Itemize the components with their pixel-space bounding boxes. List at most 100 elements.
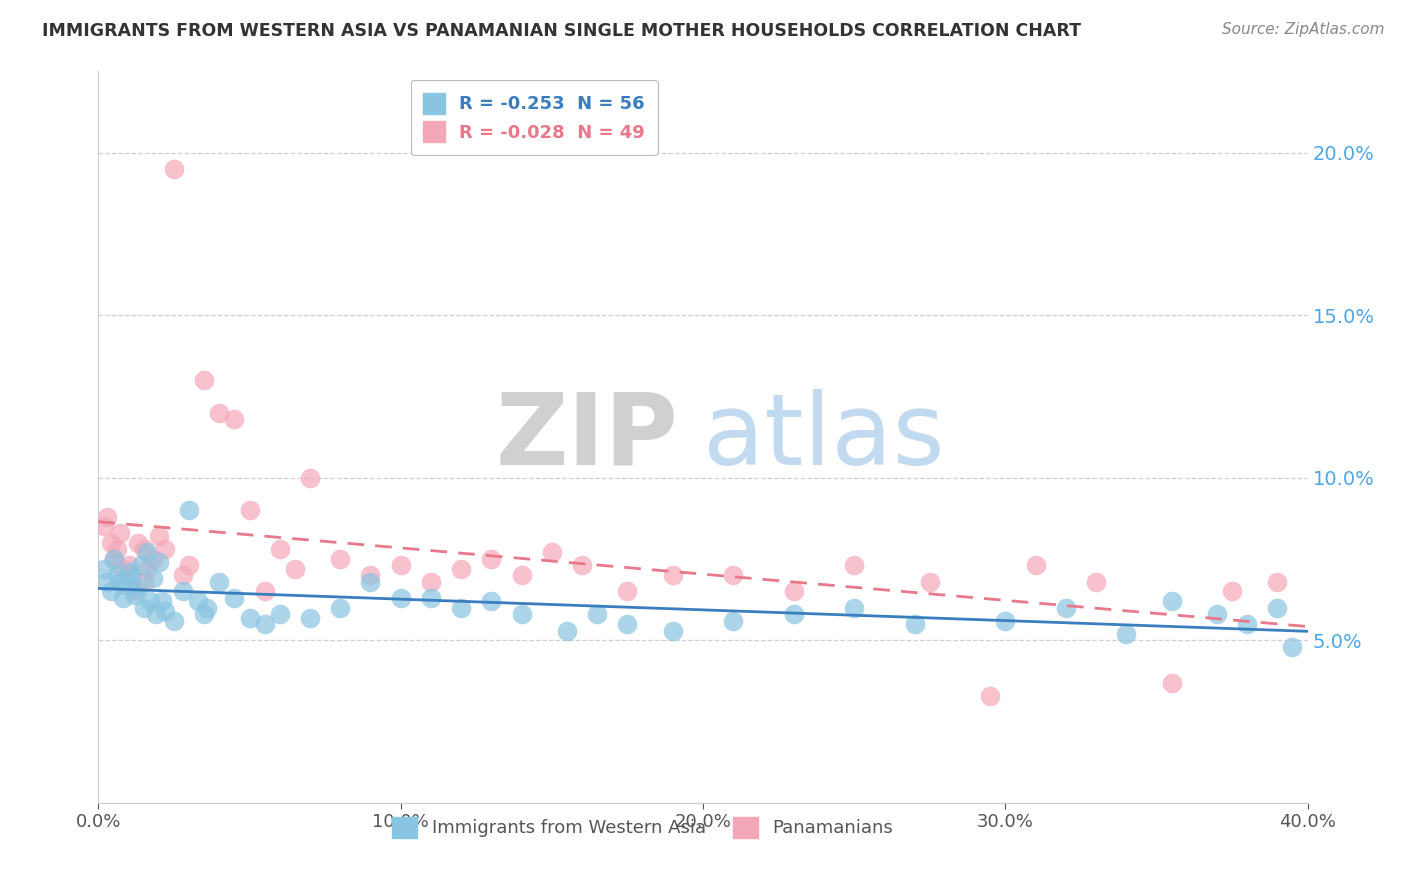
Point xyxy=(148,529,170,543)
Text: Source: ZipAtlas.com: Source: ZipAtlas.com xyxy=(1222,22,1385,37)
Point xyxy=(389,591,412,605)
Point xyxy=(1206,607,1229,622)
Point xyxy=(510,607,533,622)
Point xyxy=(481,594,503,608)
Point xyxy=(510,568,533,582)
Point xyxy=(193,607,215,622)
Point xyxy=(172,584,194,599)
Point xyxy=(100,584,122,599)
Point xyxy=(1024,558,1046,573)
Point xyxy=(118,558,141,573)
Point xyxy=(420,574,443,589)
Point xyxy=(108,526,131,541)
Point xyxy=(586,607,609,622)
Point xyxy=(121,572,143,586)
Point xyxy=(135,545,157,559)
Point xyxy=(1236,617,1258,632)
Point xyxy=(450,600,472,615)
Point xyxy=(269,607,291,622)
Point xyxy=(114,568,136,582)
Point xyxy=(132,542,155,557)
Point xyxy=(127,581,149,595)
Point xyxy=(208,406,231,420)
Point xyxy=(132,574,155,589)
Point xyxy=(918,574,941,589)
Point xyxy=(195,600,218,615)
Point xyxy=(360,568,382,582)
Point xyxy=(163,161,186,176)
Point xyxy=(1220,584,1243,599)
Point xyxy=(142,552,165,566)
Point xyxy=(96,574,118,589)
Point xyxy=(481,552,503,566)
Point xyxy=(145,607,167,622)
Point xyxy=(93,562,115,576)
Point xyxy=(103,552,125,566)
Point xyxy=(661,568,683,582)
Point xyxy=(135,562,157,576)
Point xyxy=(93,519,115,533)
Point xyxy=(142,572,165,586)
Point xyxy=(723,568,745,582)
Point xyxy=(783,584,806,599)
Point xyxy=(208,574,231,589)
Point xyxy=(269,542,291,557)
Point xyxy=(299,610,322,624)
Point xyxy=(979,689,1001,703)
Point xyxy=(1085,574,1108,589)
Point xyxy=(148,555,170,569)
Point xyxy=(420,591,443,605)
Point xyxy=(450,562,472,576)
Point xyxy=(127,535,149,549)
Point xyxy=(389,558,412,573)
Point xyxy=(1281,640,1303,654)
Point xyxy=(253,584,276,599)
Point xyxy=(105,568,128,582)
Point xyxy=(360,574,382,589)
Point xyxy=(571,558,593,573)
Point xyxy=(100,535,122,549)
Point xyxy=(239,610,262,624)
Point xyxy=(783,607,806,622)
Point xyxy=(1160,675,1182,690)
Text: ZIP: ZIP xyxy=(496,389,679,485)
Point xyxy=(904,617,927,632)
Point xyxy=(224,591,246,605)
Point xyxy=(108,574,131,589)
Point xyxy=(1160,594,1182,608)
Point xyxy=(187,594,209,608)
Point xyxy=(1267,574,1289,589)
Point xyxy=(179,558,201,573)
Point xyxy=(329,600,352,615)
Point xyxy=(163,614,186,628)
Point xyxy=(844,558,866,573)
Point xyxy=(723,614,745,628)
Point xyxy=(114,578,136,592)
Legend: Immigrants from Western Asia, Panamanians: Immigrants from Western Asia, Panamanian… xyxy=(385,810,900,845)
Point xyxy=(239,503,262,517)
Point xyxy=(103,552,125,566)
Point xyxy=(124,584,146,599)
Point xyxy=(844,600,866,615)
Point xyxy=(118,565,141,579)
Point xyxy=(132,600,155,615)
Point xyxy=(1115,626,1137,640)
Point xyxy=(150,594,173,608)
Point xyxy=(1267,600,1289,615)
Point xyxy=(105,542,128,557)
Point xyxy=(224,412,246,426)
Point xyxy=(329,552,352,566)
Point xyxy=(153,542,176,557)
Point xyxy=(994,614,1017,628)
Point xyxy=(616,584,638,599)
Point xyxy=(111,562,134,576)
Point xyxy=(172,568,194,582)
Point xyxy=(96,509,118,524)
Point xyxy=(179,503,201,517)
Point xyxy=(299,471,322,485)
Text: IMMIGRANTS FROM WESTERN ASIA VS PANAMANIAN SINGLE MOTHER HOUSEHOLDS CORRELATION : IMMIGRANTS FROM WESTERN ASIA VS PANAMANI… xyxy=(42,22,1081,40)
Point xyxy=(555,624,578,638)
Point xyxy=(129,558,152,573)
Text: atlas: atlas xyxy=(703,389,945,485)
Point xyxy=(124,588,146,602)
